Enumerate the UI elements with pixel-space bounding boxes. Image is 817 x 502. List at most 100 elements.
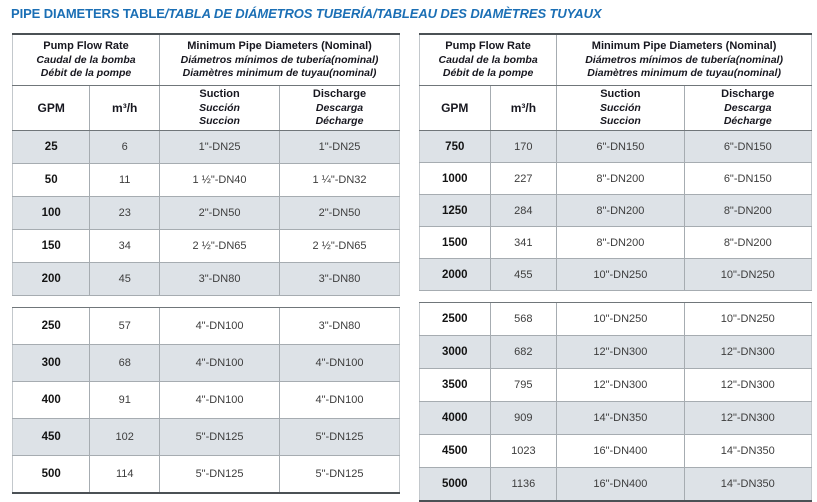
gpm-cell: 400 — [11, 381, 91, 419]
m3h-cell: 6 — [89, 130, 161, 164]
m3h-cell: 68 — [89, 344, 161, 382]
header-line: Succión — [199, 101, 240, 114]
table-row: 1000 227 8"-DN200 6"-DN150 — [419, 162, 813, 195]
discharge-cell: 6"-DN150 — [683, 130, 813, 163]
table-row: 450 102 5"-DN125 5"-DN125 — [11, 418, 400, 456]
min-pipe-diameters-header: Minimum Pipe Diameters (Nominal) Diámetr… — [159, 33, 400, 86]
pump-flow-rate-header: Pump Flow Rate Caudal de la bomba Débit … — [11, 33, 161, 86]
table-row: 50 11 1 ½"-DN40 1 ¼"-DN32 — [11, 163, 400, 197]
m3h-cell: 682 — [489, 335, 558, 369]
pump-flow-rate-header: Pump Flow Rate Caudal de la bomba Débit … — [418, 33, 558, 86]
discharge-cell: 5"-DN125 — [279, 455, 400, 494]
header-row-groups: Pump Flow Rate Caudal de la bomba Débit … — [418, 33, 812, 86]
gpm-cell: 500 — [11, 455, 91, 494]
gpm-cell: 100 — [11, 196, 91, 230]
header-line: Décharge — [315, 115, 364, 128]
suction-cell: 8"-DN200 — [556, 194, 685, 227]
separator-cell — [419, 290, 812, 303]
header-line: Discharge — [312, 88, 367, 101]
header-line: Minimum Pipe Diameters (Nominal) — [187, 40, 372, 53]
table-row: 5000 1136 16"-DN400 14"-DN350 — [419, 467, 813, 502]
discharge-cell: 3"-DN80 — [279, 307, 400, 345]
header-line: Diámetros mínimos de tubería(nominal) — [585, 53, 783, 66]
gpm-cell: 25 — [11, 130, 91, 164]
header-row-columns: GPM m³/h Suction Succión Succion Dischar… — [11, 85, 400, 131]
pipe-diameters-table-left: Pump Flow Rate Caudal de la bomba Débit … — [11, 33, 400, 494]
suction-cell: 8"-DN200 — [556, 226, 685, 259]
table-header: Pump Flow Rate Caudal de la bomba Débit … — [11, 33, 400, 131]
m3h-cell: 284 — [489, 194, 558, 227]
discharge-cell: 12"-DN300 — [683, 401, 813, 435]
discharge-cell: 14"-DN350 — [683, 434, 813, 468]
discharge-cell: 10"-DN250 — [683, 302, 813, 336]
table-row: 3000 682 12"-DN300 12"-DN300 — [419, 335, 813, 369]
discharge-cell: 2 ½"-DN65 — [279, 229, 400, 263]
suction-cell: 1"-DN25 — [159, 130, 281, 164]
header-line: GPM — [37, 101, 65, 115]
gpm-column-header: GPM — [11, 85, 91, 131]
table-row: 100 23 2"-DN50 2"-DN50 — [11, 196, 400, 230]
discharge-cell: 12"-DN300 — [683, 335, 813, 369]
suction-cell: 4"-DN100 — [159, 344, 281, 382]
suction-cell: 1 ½"-DN40 — [159, 163, 281, 197]
header-line: Suction — [199, 88, 240, 101]
header-line: Décharge — [723, 115, 772, 128]
discharge-cell: 5"-DN125 — [279, 418, 400, 456]
header-line: Suction — [600, 88, 641, 101]
separator-cell — [12, 295, 400, 308]
gpm-cell: 150 — [11, 229, 91, 263]
header-line: Pump Flow Rate — [445, 40, 531, 53]
table-row: 1250 284 8"-DN200 8"-DN200 — [419, 194, 813, 227]
suction-cell: 2"-DN50 — [159, 196, 281, 230]
gpm-cell: 3500 — [419, 368, 491, 402]
discharge-column-header: Discharge Descarga Décharge — [279, 85, 400, 131]
m3h-cell: 795 — [489, 368, 558, 402]
discharge-cell: 1"-DN25 — [279, 130, 400, 164]
m3h-cell: 1136 — [489, 467, 558, 502]
separator-row — [12, 295, 400, 308]
page-title-english: PIPE DIAMETERS TABLE — [11, 6, 165, 21]
m3h-cell: 170 — [489, 130, 558, 163]
m3h-cell: 102 — [89, 418, 161, 456]
discharge-cell: 8"-DN200 — [683, 194, 813, 227]
suction-column-header: Suction Succión Succion — [159, 85, 281, 131]
m3h-cell: 91 — [89, 381, 161, 419]
table-row: 400 91 4"-DN100 4"-DN100 — [11, 381, 400, 419]
m3h-cell: 34 — [89, 229, 161, 263]
gpm-cell: 750 — [419, 130, 491, 163]
m3h-cell: 11 — [89, 163, 161, 197]
suction-cell: 10"-DN250 — [556, 258, 685, 291]
suction-cell: 4"-DN100 — [159, 307, 281, 345]
gpm-cell: 450 — [11, 418, 91, 456]
header-line: Descarga — [724, 101, 772, 114]
header-row-columns: GPM m³/h Suction Succión Succion Dischar… — [419, 85, 813, 131]
block-separator — [12, 295, 400, 308]
discharge-cell: 1 ¼"-DN32 — [279, 163, 400, 197]
suction-cell: 5"-DN125 — [159, 455, 281, 494]
gpm-column-header: GPM — [419, 85, 491, 131]
m3h-column-header: m³/h — [489, 85, 558, 131]
block-separator — [419, 290, 812, 303]
m3h-cell: 455 — [489, 258, 558, 291]
m3h-cell: 57 — [89, 307, 161, 345]
gpm-cell: 1000 — [419, 162, 491, 195]
header-line: Débit de la pompe — [442, 67, 534, 80]
suction-cell: 10"-DN250 — [556, 302, 685, 336]
discharge-cell: 8"-DN200 — [683, 226, 813, 259]
gpm-cell: 1250 — [419, 194, 491, 227]
header-line: Caudal de la bomba — [438, 53, 538, 66]
gpm-cell: 2500 — [419, 302, 491, 336]
header-line: Succión — [599, 101, 641, 114]
table-row: 250 57 4"-DN100 3"-DN80 — [11, 307, 400, 345]
table-block-2: 250 57 4"-DN100 3"-DN80 300 68 4"-DN100 4"-DN1… — [11, 307, 400, 494]
suction-cell: 16"-DN400 — [556, 434, 685, 468]
table-row: 500 114 5"-DN125 5"-DN125 — [11, 455, 400, 494]
suction-cell: 16"-DN400 — [556, 467, 685, 502]
pipe-diameters-table-right: Pump Flow Rate Caudal de la bomba Débit … — [418, 33, 813, 502]
m3h-cell: 227 — [489, 162, 558, 195]
m3h-cell: 341 — [489, 226, 558, 259]
table-row: 25 6 1"-DN25 1"-DN25 — [11, 130, 400, 164]
gpm-cell: 4000 — [419, 401, 491, 435]
gpm-cell: 1500 — [419, 226, 491, 259]
header-line: GPM — [441, 101, 469, 115]
